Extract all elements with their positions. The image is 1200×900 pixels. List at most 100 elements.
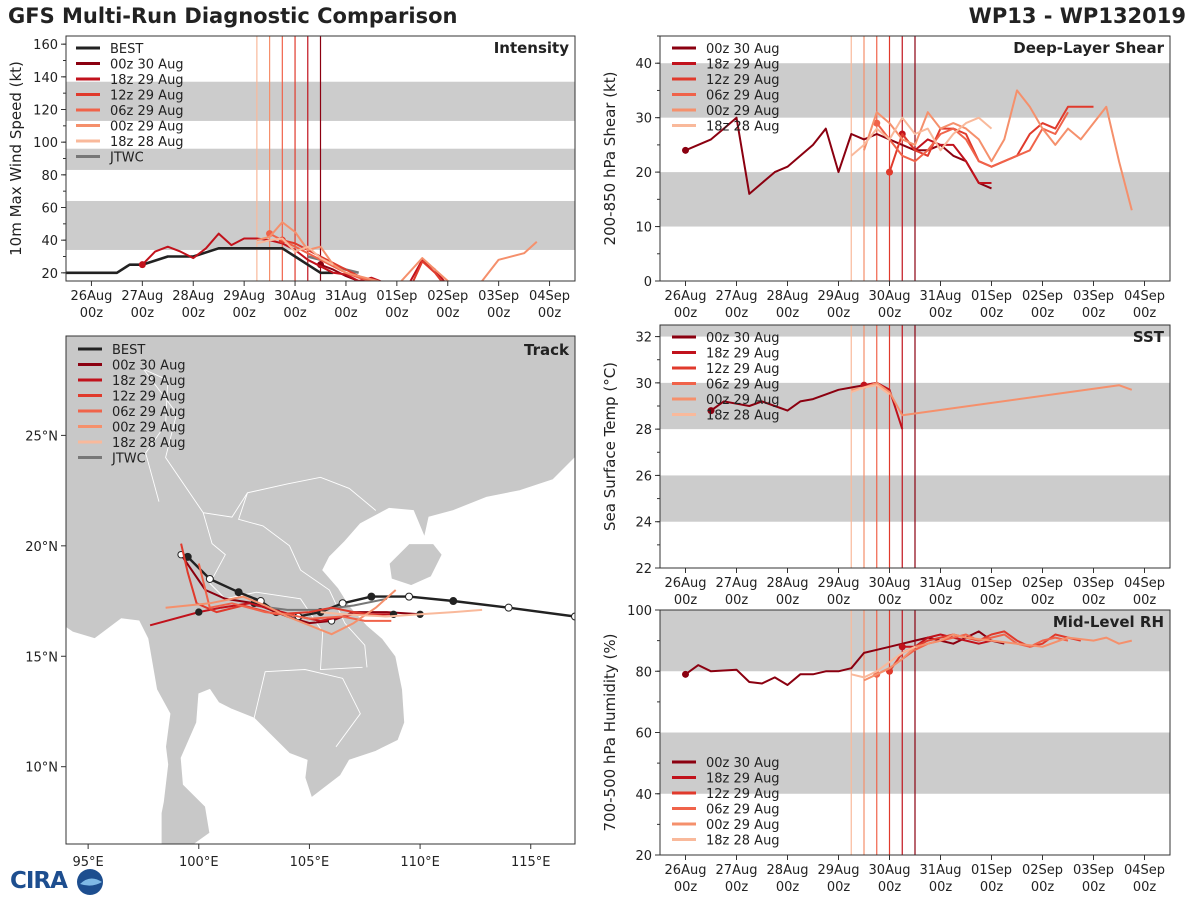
shear-xtick-day: 01Sep <box>971 289 1012 304</box>
shear-panel-title: Deep-Layer Shear <box>1013 39 1164 57</box>
shear-frame <box>659 35 1171 282</box>
sst-xtick-hour: 00z <box>1082 593 1106 608</box>
shear-legend-label: 00z 29 Aug <box>706 104 780 119</box>
shear-ylabel: 200-850 hPa Shear (kt) <box>601 72 619 246</box>
best-track-marker <box>234 588 243 597</box>
intensity-ylabel: 10m Max Wind Speed (kt) <box>7 61 25 256</box>
shear-xtick-day: 29Aug <box>818 289 860 304</box>
rh-ytick-label: 40 <box>635 788 652 803</box>
country-border <box>143 368 169 502</box>
rh-xtick-day: 02Sep <box>1022 863 1063 878</box>
rh-legend-label: 12z 29 Aug <box>706 787 780 802</box>
country-border <box>238 492 368 668</box>
rh-xtick-day: 30Aug <box>869 863 911 878</box>
sst-xtick-hour: 00z <box>929 593 953 608</box>
shear-xtick-hour: 00z <box>725 306 749 321</box>
shear-xtick-day: 04Sep <box>1124 289 1165 304</box>
intensity-xtick-hour: 00z <box>487 306 511 321</box>
intensity-series-line <box>66 247 334 275</box>
rh-xtick-day: 03Sep <box>1073 863 1114 878</box>
intensity-ytick-label: 120 <box>33 104 58 119</box>
rh-xtick-hour: 00z <box>776 880 800 895</box>
shear-xtick-day: 27Aug <box>716 289 758 304</box>
rh-legend-label: 18z 28 Aug <box>706 834 780 849</box>
figure-title: GFS Multi-Run Diagnostic Comparison <box>8 4 458 28</box>
intensity-xtick-day: 28Aug <box>172 289 214 304</box>
best-track-marker <box>405 592 414 601</box>
sst-series-line <box>850 384 891 396</box>
sst-series-line <box>710 381 890 412</box>
shear-series-line <box>863 89 1133 211</box>
rh-xtick-hour: 00z <box>725 880 749 895</box>
shear-xtick-day: 28Aug <box>767 289 809 304</box>
panel-sst: 22 24 26 28 30 32 26Aug 00z 27Aug 00z 28Aug 00z 29Au… <box>601 324 1171 608</box>
sst-ytick-label: 28 <box>635 423 652 438</box>
shear-xtick-day: 31Aug <box>920 289 962 304</box>
shear-ytick-label: 10 <box>635 221 652 236</box>
sst-xtick-day: 04Sep <box>1124 576 1165 591</box>
rh-xtick-day: 04Sep <box>1124 863 1165 878</box>
shear-series-dot <box>682 146 689 154</box>
shear-legend-label: 06z 29 Aug <box>706 89 780 104</box>
intensity-xtick-hour: 00z <box>131 306 155 321</box>
rh-xtick-hour: 00z <box>929 880 953 895</box>
rh-legend-label: 00z 29 Aug <box>706 818 780 833</box>
sst-legend-label: 18z 29 Aug <box>706 347 780 362</box>
sst-xtick-hour: 00z <box>1031 593 1055 608</box>
shear-xtick-day: 03Sep <box>1073 289 1114 304</box>
best-track-marker <box>504 603 513 612</box>
sst-panel-title: SST <box>1133 328 1165 346</box>
best-track-marker <box>205 574 214 583</box>
sst-legend-label: 12z 29 Aug <box>706 362 780 377</box>
panel-shear: 0 10 20 30 40 26Aug 00z 27Aug 00z 28Aug 00z 29Aug 00… <box>601 35 1171 321</box>
intensity-ytick-label: 80 <box>41 169 58 184</box>
intensity-panel-title: Intensity <box>494 39 570 57</box>
intensity-series-line <box>269 232 376 281</box>
shear-ytick-label: 40 <box>635 57 652 72</box>
cira-logo-graphic <box>77 869 103 895</box>
intensity-legend-label: 18z 29 Aug <box>110 73 184 88</box>
intensity-ytick-label: 100 <box>33 136 58 151</box>
intensity-xtick-day: 29Aug <box>223 289 265 304</box>
intensity-ytick-label: 40 <box>41 234 58 249</box>
track-xtick-label: 95°E <box>72 855 103 870</box>
intensity-series-line <box>256 221 538 281</box>
shear-legend-label: 12z 29 Aug <box>706 73 780 88</box>
sst-ytick-label: 32 <box>635 331 652 346</box>
intensity-ytick-label: 160 <box>33 38 58 53</box>
track-xtick-label: 105°E <box>290 855 330 870</box>
best-track-marker <box>571 612 575 621</box>
sst-legend-label: 18z 28 Aug <box>706 409 780 424</box>
sst-legend-label: 06z 29 Aug <box>706 378 780 393</box>
track-legend-label: BEST <box>112 343 145 358</box>
intensity-legend-label: 12z 29 Aug <box>110 89 184 104</box>
rh-ylabel: 700-500 hPa Humidity (%) <box>601 633 619 831</box>
intensity-xtick-hour: 00z <box>436 306 460 321</box>
intensity-ytick-label: 60 <box>41 202 58 217</box>
shear-xtick-hour: 00z <box>980 306 1004 321</box>
intensity-series-line <box>256 237 334 266</box>
sst-ytick-label: 30 <box>635 377 652 392</box>
track-legend-label: 00z 29 Aug <box>112 421 186 436</box>
sst-xtick-day: 26Aug <box>665 576 707 591</box>
sst-xtick-day: 27Aug <box>716 576 758 591</box>
rh-xtick-hour: 00z <box>878 880 902 895</box>
intensity-ytick-label: 20 <box>41 267 58 282</box>
shear-series-line <box>876 111 1069 168</box>
shear-plot-area <box>660 36 1170 281</box>
shear-ytick-label: 20 <box>635 166 652 181</box>
rh-xtick-hour: 00z <box>980 880 1004 895</box>
shear-series-dot <box>873 119 881 127</box>
land-edge <box>570 336 575 414</box>
intensity-xtick-hour: 00z <box>334 306 358 321</box>
rh-xtick-day: 28Aug <box>767 863 809 878</box>
intensity-xtick-day: 02Sep <box>427 289 468 304</box>
sst-xtick-hour: 00z <box>776 593 800 608</box>
shear-series-line <box>850 116 993 157</box>
panel-track: 95°E 100°E 105°E 110°E 115°E 10°N 15°N 20°N 25°N… <box>25 335 576 870</box>
shear-legend-label: 18z 28 Aug <box>706 120 780 135</box>
sst-xtick-day: 03Sep <box>1073 576 1114 591</box>
sst-xtick-hour: 00z <box>878 593 902 608</box>
sst-xtick-day: 30Aug <box>869 576 911 591</box>
